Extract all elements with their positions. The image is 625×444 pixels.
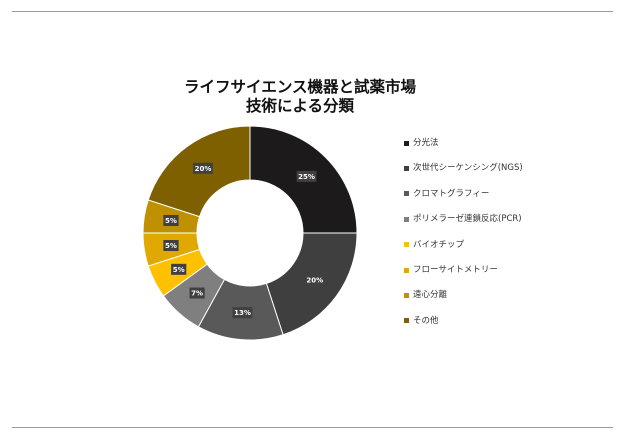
slice-data-label: 13% — [232, 307, 253, 319]
slice-label-text: 20% — [306, 277, 323, 285]
legend-swatch — [404, 318, 409, 324]
legend-item: クロマトグラフィー — [404, 187, 489, 201]
slice-data-label: 5% — [163, 214, 179, 226]
chart-title-line-2: 技術による分類 — [245, 97, 355, 115]
slice-label-text: 13% — [234, 309, 251, 317]
slice-label-box — [232, 307, 253, 319]
slice-label-box — [296, 170, 317, 182]
legend-swatch — [404, 292, 409, 298]
slice-label-text: 5% — [173, 266, 185, 274]
legend-label: 分光法 — [413, 138, 439, 148]
slice-data-label: 20% — [193, 162, 213, 174]
legend-swatch — [404, 242, 409, 248]
legend-swatch — [404, 140, 409, 146]
legend-swatch — [404, 267, 409, 273]
legend-label: その他 — [413, 315, 439, 326]
legend-item: 分光法 — [404, 136, 439, 150]
legend-label: バイオチップ — [413, 239, 465, 250]
slice-label-text: 7% — [191, 290, 203, 298]
slice-data-label: 5% — [171, 263, 187, 275]
legend-swatch — [404, 216, 409, 222]
chart-title: ライフサイエンス機器と試薬市場 技術による分類 — [150, 78, 450, 116]
slice-label-box — [163, 240, 179, 252]
legend-label: フローサイトメトリー — [413, 265, 498, 275]
top-divider — [12, 11, 613, 12]
legend-item: フローサイトメトリー — [404, 263, 498, 277]
slice-label-box — [193, 162, 213, 174]
slice-data-label: 5% — [163, 240, 179, 252]
slice-label-box — [163, 214, 179, 226]
slice-label-text: 25% — [298, 173, 315, 181]
legend-item: バイオチップ — [404, 238, 464, 252]
legend-label: 次世代シーケンシング(NGS) — [413, 163, 523, 174]
slice-data-label: 7% — [189, 287, 205, 299]
legend-item: ポリメラーゼ連鎖反応(PCR) — [404, 212, 522, 226]
slice-data-label: 25% — [296, 170, 317, 182]
slice-data-label: 20% — [304, 274, 325, 286]
legend-item: 次世代シーケンシング(NGS) — [404, 161, 523, 175]
slice-label-box — [304, 274, 325, 286]
slice-label-box — [189, 287, 205, 299]
legend-label: クロマトグラフィー — [413, 188, 490, 199]
legend-item: 遠心分離 — [404, 288, 447, 302]
legend-label: ポリメラーゼ連鎖反応(PCR) — [413, 214, 522, 225]
legend-label: 遠心分離 — [413, 290, 448, 301]
bottom-divider — [12, 427, 613, 428]
legend-swatch — [404, 191, 409, 197]
slice-label-text: 20% — [195, 165, 212, 173]
legend-item: その他 — [404, 314, 439, 328]
chart-title-line-1: ライフサイエンス機器と試薬市場 — [183, 78, 417, 96]
slice-label-box — [171, 263, 187, 275]
slice-label-text: 5% — [165, 217, 177, 225]
slice-label-text: 5% — [165, 242, 177, 250]
legend-swatch — [404, 165, 409, 171]
